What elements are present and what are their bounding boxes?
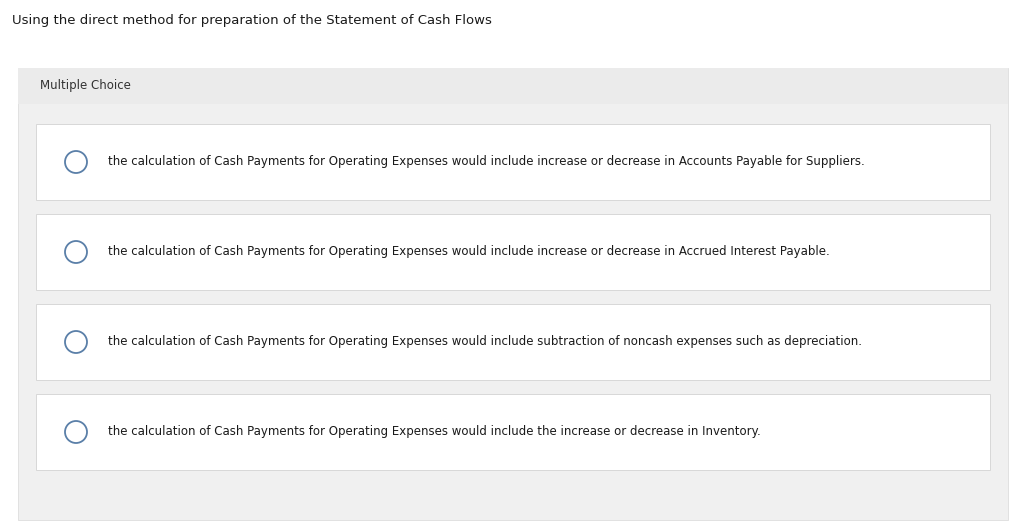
Text: Multiple Choice: Multiple Choice xyxy=(40,80,131,92)
Text: the calculation of Cash Payments for Operating Expenses would include subtractio: the calculation of Cash Payments for Ope… xyxy=(108,335,862,348)
Circle shape xyxy=(65,421,87,443)
Circle shape xyxy=(65,241,87,263)
FancyBboxPatch shape xyxy=(36,214,990,290)
Text: the calculation of Cash Payments for Operating Expenses would include the increa: the calculation of Cash Payments for Ope… xyxy=(108,426,761,438)
Text: the calculation of Cash Payments for Operating Expenses would include increase o: the calculation of Cash Payments for Ope… xyxy=(108,246,829,259)
FancyBboxPatch shape xyxy=(36,304,990,380)
Text: the calculation of Cash Payments for Operating Expenses would include increase o: the calculation of Cash Payments for Ope… xyxy=(108,156,864,168)
FancyBboxPatch shape xyxy=(18,68,1008,104)
FancyBboxPatch shape xyxy=(36,394,990,470)
Text: Using the direct method for preparation of the Statement of Cash Flows: Using the direct method for preparation … xyxy=(12,14,492,27)
Circle shape xyxy=(65,331,87,353)
FancyBboxPatch shape xyxy=(36,124,990,200)
Circle shape xyxy=(65,151,87,173)
FancyBboxPatch shape xyxy=(18,68,1008,520)
